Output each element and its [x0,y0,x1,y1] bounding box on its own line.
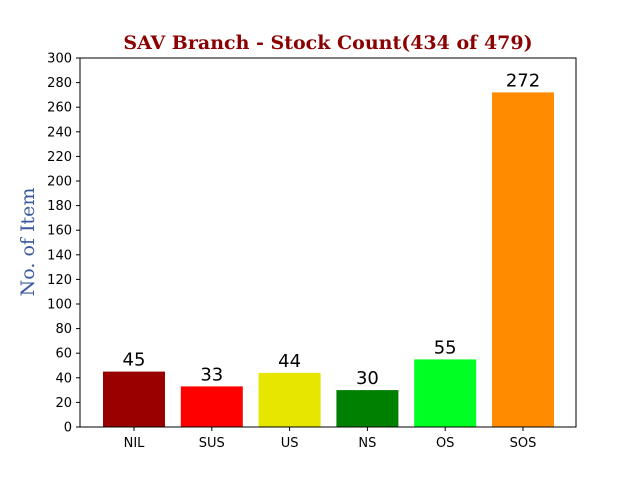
data-label: 55 [434,337,457,358]
y-tick-label: 280 [47,76,72,91]
y-tick-label: 60 [55,347,72,362]
y-tick-label: 140 [47,248,72,263]
y-tick-label: 0 [64,421,72,436]
data-label: 44 [278,351,301,372]
y-tick-label: 220 [47,150,72,165]
y-tick-label: 260 [47,101,72,116]
bar [103,371,165,427]
data-label: 30 [356,368,379,389]
x-tick-label: SOS [510,436,537,451]
y-tick-label: 100 [47,298,72,313]
bar [336,390,399,427]
bar [258,372,321,427]
data-label: 33 [200,364,223,385]
x-tick-label: NS [358,436,376,451]
y-tick-label: 240 [47,125,72,140]
bar [414,359,477,427]
y-tick-label: 180 [47,199,72,214]
y-tick-label: 80 [55,322,72,337]
y-tick-label: 40 [55,371,72,386]
plot-area: 45 NIL 33 SUS 44 US 30 NS 55 OS 272 SOS 0 20 40 60 80 100… [47,52,577,451]
plot-frame [79,57,577,428]
y-axis-label: No. of Item [17,188,39,297]
y-tick-label: 20 [55,396,72,411]
x-tick-label: US [281,436,299,451]
data-label: 272 [506,70,540,91]
data-label: 45 [123,350,146,371]
x-tick-label: OS [436,436,454,451]
y-tick-label: 120 [47,273,72,288]
x-tick-label: SUS [199,436,225,451]
y-tick-label: 160 [47,224,72,239]
chart-title: SAV Branch - Stock Count(434 of 479) [123,32,532,54]
bar [492,92,554,428]
y-tick-label: 300 [47,52,72,67]
y-tick-label: 200 [47,175,72,190]
bar [180,386,243,427]
x-tick-label: NIL [124,436,146,451]
